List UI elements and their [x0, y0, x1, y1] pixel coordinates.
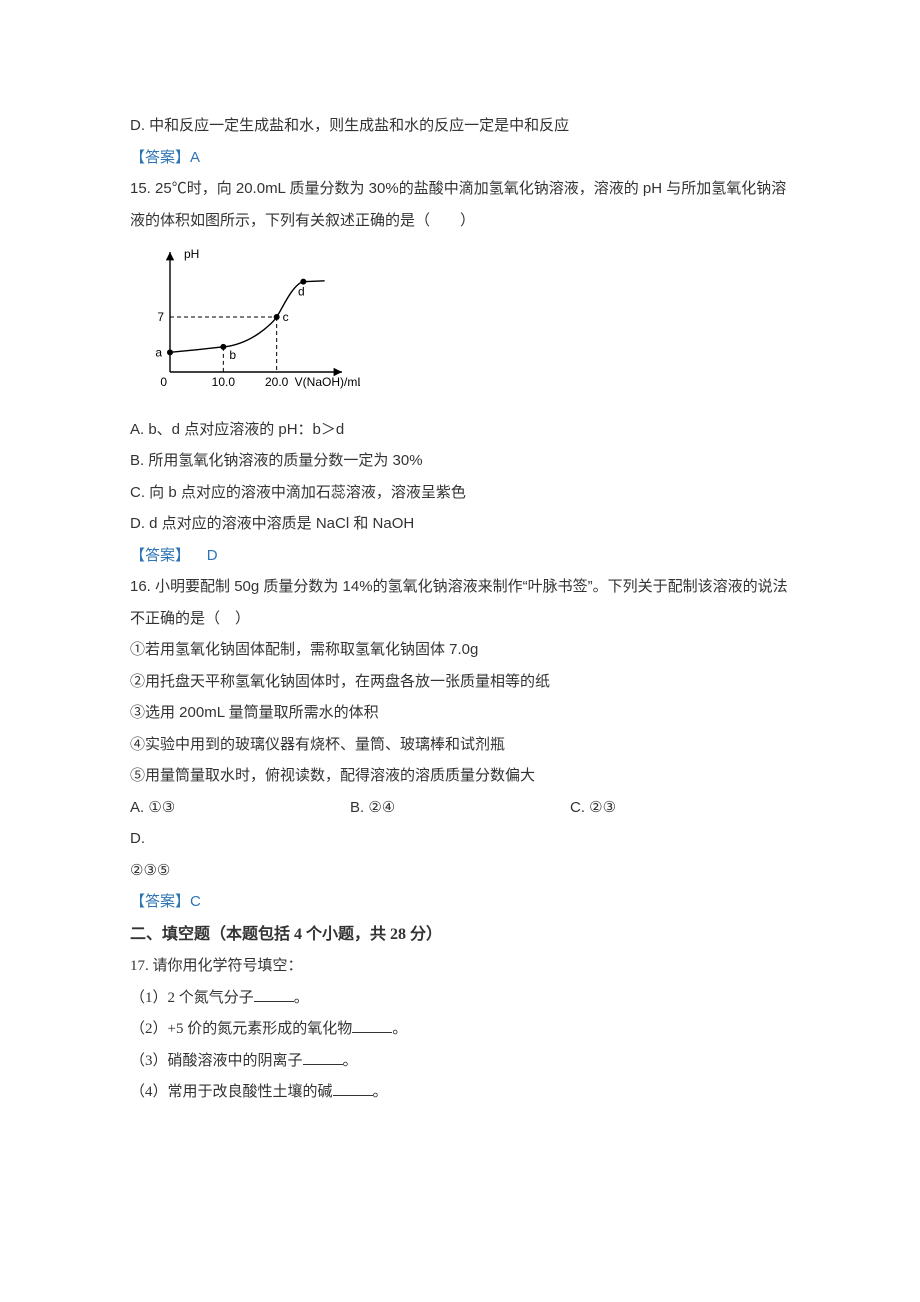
q17-p2: （2）+5 价的氮元素形成的氧化物 。 — [130, 1014, 790, 1046]
q16-s3: ③选用 200mL 量筒量取所需水的体积 — [130, 697, 790, 729]
q17-p1: （1）2 个氮气分子 。 — [130, 983, 790, 1015]
q15-chart: pH 0 10.0 20.0 7 V(NaOH)/mL a b cd — [140, 244, 790, 406]
q15-option-c: C. 向 b 点对应的溶液中滴加石蕊溶液，溶液呈紫色 — [130, 477, 790, 509]
svg-text:d: d — [298, 285, 305, 299]
svg-text:pH: pH — [184, 247, 199, 261]
q16-option-d-line2: ②③⑤ — [130, 855, 790, 887]
q17-p2-a: （2）+5 价的氮元素形成的氧化物 — [130, 1021, 352, 1037]
answer-value: D — [207, 547, 218, 564]
q14-option-d: D. 中和反应一定生成盐和水，则生成盐和水的反应一定是中和反应 — [130, 110, 790, 142]
q16-options-row: A. ①③ B. ②④ C. ②③ D. — [130, 792, 790, 855]
svg-text:10.0: 10.0 — [212, 375, 236, 389]
answer-value: C — [190, 893, 201, 910]
q17-p1-b: 。 — [294, 990, 309, 1006]
q16-s5: ⑤用量筒量取水时，俯视读数，配得溶液的溶质质量分数偏大 — [130, 760, 790, 792]
q15-option-a: A. b、d 点对应溶液的 pH：b＞d — [130, 414, 790, 446]
q16-s1: ①若用氢氧化钠固体配制，需称取氢氧化钠固体 7.0g — [130, 634, 790, 666]
q15-option-d: D. d 点对应的溶液中溶质是 NaCl 和 NaOH — [130, 508, 790, 540]
q14-answer: 【答案】A — [130, 142, 790, 174]
q15-stem: 15. 25℃时，向 20.0mL 质量分数为 30%的盐酸中滴加氢氧化钠溶液，… — [130, 173, 790, 236]
svg-text:c: c — [283, 310, 289, 324]
q17-p3-a: （3）硝酸溶液中的阴离子 — [130, 1053, 303, 1069]
svg-text:20.0: 20.0 — [265, 375, 289, 389]
svg-text:7: 7 — [157, 310, 164, 324]
q17-p2-b: 。 — [392, 1021, 407, 1037]
svg-text:V(NaOH)/mL: V(NaOH)/mL — [295, 375, 360, 389]
q16-option-d: D. — [130, 823, 170, 855]
page: D. 中和反应一定生成盐和水，则生成盐和水的反应一定是中和反应 【答案】A 15… — [0, 0, 920, 1302]
answer-label: 【答案】 — [130, 547, 190, 564]
svg-text:0: 0 — [160, 375, 167, 389]
q17-p4-a: （4）常用于改良酸性土壤的碱 — [130, 1084, 333, 1100]
ph-curve-svg: pH 0 10.0 20.0 7 V(NaOH)/mL a b cd — [140, 244, 360, 394]
q16-s2: ②用托盘天平称氢氧化钠固体时，在两盘各放一张质量相等的纸 — [130, 666, 790, 698]
q15-answer: 【答案】 D — [130, 540, 790, 572]
blank — [303, 1049, 343, 1065]
q17-stem: 17. 请你用化学符号填空： — [130, 951, 790, 983]
q17-p3-b: 。 — [343, 1053, 358, 1069]
section2-heading: 二、填空题（本题包括 4 个小题，共 28 分） — [130, 918, 790, 952]
svg-text:a: a — [155, 345, 162, 359]
blank — [254, 986, 294, 1002]
q16-answer: 【答案】C — [130, 886, 790, 918]
q17-p4-b: 。 — [373, 1084, 388, 1100]
q16-option-c: C. ②③ — [570, 792, 790, 824]
answer-value: A — [190, 149, 200, 166]
q16-option-a: A. ①③ — [130, 792, 350, 824]
blank — [333, 1080, 373, 1096]
q16-s4: ④实验中用到的玻璃仪器有烧杯、量筒、玻璃棒和试剂瓶 — [130, 729, 790, 761]
svg-text:b: b — [229, 348, 236, 362]
answer-label: 【答案】 — [130, 149, 190, 166]
answer-label: 【答案】 — [130, 893, 190, 910]
q17-p3: （3）硝酸溶液中的阴离子 。 — [130, 1046, 790, 1078]
q17-p4: （4）常用于改良酸性土壤的碱 。 — [130, 1077, 790, 1109]
q15-option-b: B. 所用氢氧化钠溶液的质量分数一定为 30% — [130, 445, 790, 477]
blank — [352, 1017, 392, 1033]
q16-stem: 16. 小明要配制 50g 质量分数为 14%的氢氧化钠溶液来制作“叶脉书签”。… — [130, 571, 790, 634]
q17-p1-a: （1）2 个氮气分子 — [130, 990, 254, 1006]
q16-option-b: B. ②④ — [350, 792, 570, 824]
